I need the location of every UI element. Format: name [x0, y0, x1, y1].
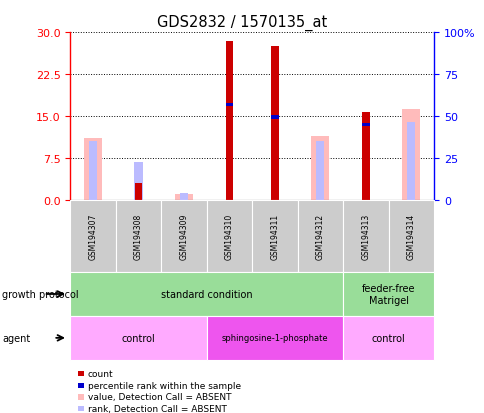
Text: value, Detection Call = ABSENT: value, Detection Call = ABSENT: [88, 392, 231, 401]
Bar: [316, 142, 324, 200]
Text: percentile rank within the sample: percentile rank within the sample: [88, 381, 241, 390]
Bar: [407, 122, 415, 200]
Text: agent: agent: [2, 333, 30, 343]
Text: growth protocol: growth protocol: [2, 289, 79, 299]
Text: standard condition: standard condition: [161, 289, 252, 299]
Bar: [311, 136, 329, 200]
Text: GSM194314: GSM194314: [406, 214, 415, 259]
Text: control: control: [371, 333, 405, 343]
Bar: [175, 195, 193, 200]
Text: GDS2832 / 1570135_at: GDS2832 / 1570135_at: [157, 14, 327, 31]
Text: feeder-free
Matrigel: feeder-free Matrigel: [361, 283, 414, 305]
Bar: [401, 110, 420, 200]
Text: GSM194313: GSM194313: [361, 214, 370, 259]
Bar: [362, 113, 369, 200]
Bar: [362, 123, 369, 127]
Bar: [226, 104, 233, 107]
Text: GSM194311: GSM194311: [270, 214, 279, 259]
Text: GSM194307: GSM194307: [89, 213, 97, 260]
Bar: [180, 194, 188, 200]
Bar: [134, 162, 142, 200]
Bar: [89, 142, 97, 200]
Bar: [271, 47, 278, 200]
Bar: [226, 41, 233, 200]
Text: rank, Detection Call = ABSENT: rank, Detection Call = ABSENT: [88, 404, 226, 413]
Bar: [84, 139, 102, 200]
Text: GSM194308: GSM194308: [134, 214, 143, 259]
Text: count: count: [88, 369, 113, 378]
Bar: [271, 116, 278, 119]
Text: GSM194309: GSM194309: [179, 213, 188, 260]
Text: sphingosine-1-phosphate: sphingosine-1-phosphate: [221, 334, 328, 342]
Text: GSM194310: GSM194310: [225, 214, 233, 259]
Text: control: control: [121, 333, 155, 343]
Bar: [135, 183, 142, 200]
Text: GSM194312: GSM194312: [315, 214, 324, 259]
